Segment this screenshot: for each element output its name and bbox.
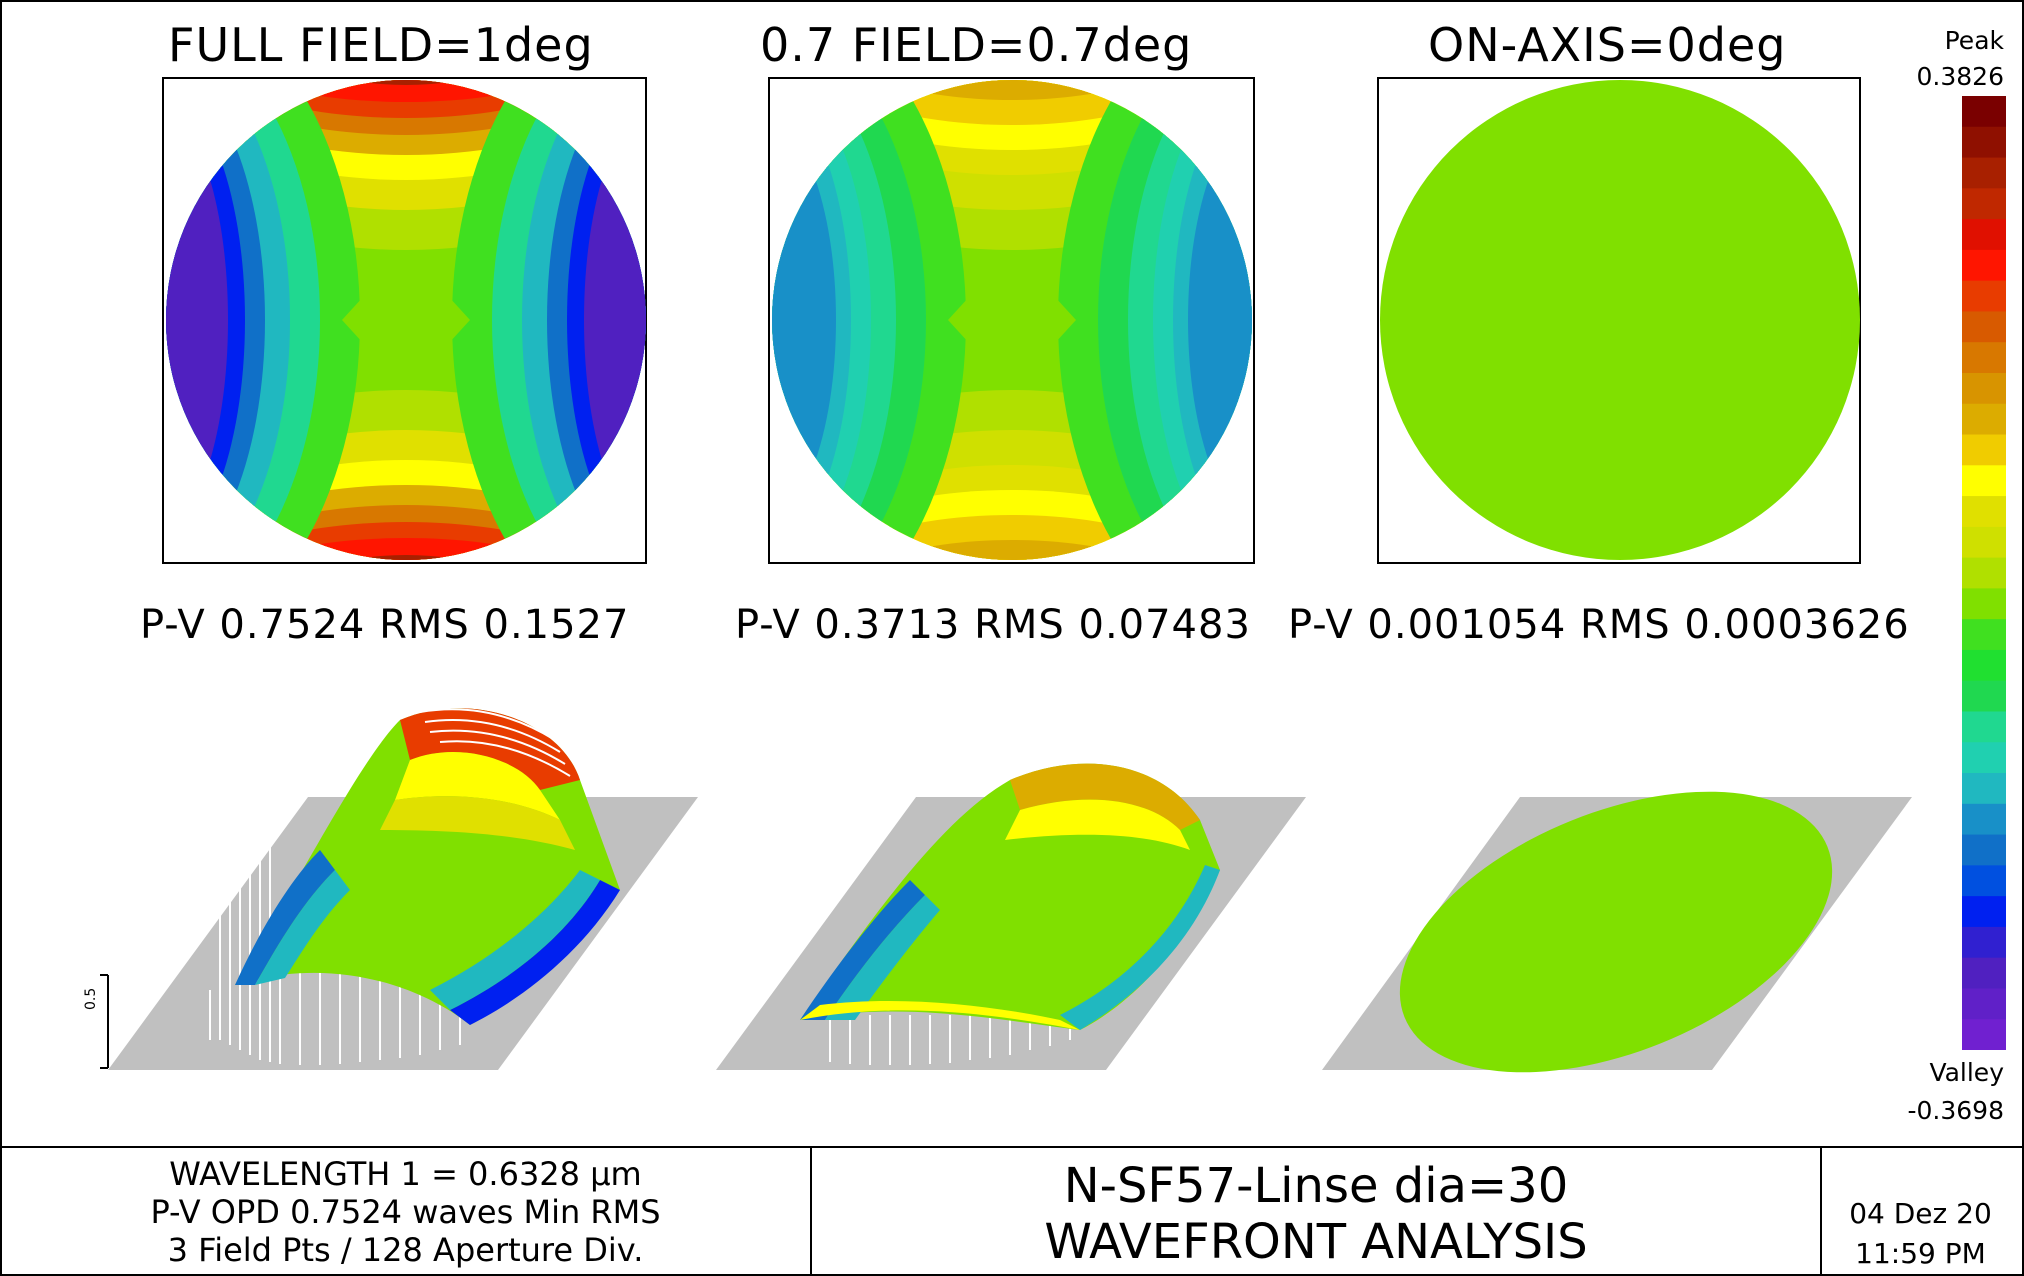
colorbar-peak-label: Peak — [1944, 26, 2004, 55]
colorbar-band — [1962, 96, 2006, 128]
surface-on-axis — [1399, 791, 1833, 1073]
plot-stats-on-axis: P-V 0.001054 RMS 0.0003626 — [1288, 602, 1910, 648]
scale-bar — [100, 974, 109, 1069]
colorbar-band — [1962, 526, 2006, 559]
colorbar-band — [1962, 311, 2006, 343]
plot-title-07-field: 0.7 FIELD=0.7deg — [760, 18, 1193, 72]
footer-time: 11:59 PM — [1855, 1237, 1986, 1270]
footer-title-line2: WAVEFRONT ANALYSIS — [1044, 1214, 1588, 1270]
colorbar-band — [1962, 988, 2006, 1020]
colorbar-peak-value: 0.3826 — [1916, 62, 2004, 91]
colorbar-band — [1962, 403, 2006, 436]
pupil-map-on-axis — [1377, 77, 1861, 564]
colorbar-band — [1962, 188, 2006, 220]
colorbar-band — [1962, 496, 2006, 528]
footer-pv-opd: P-V OPD 0.7524 waves Min RMS — [150, 1193, 661, 1231]
colorbar-band — [1962, 865, 2006, 897]
colorbar-band — [1962, 372, 2006, 405]
colorbar-band — [1962, 219, 2006, 251]
colorbar-band — [1962, 680, 2006, 713]
colorbar-band — [1962, 773, 2006, 805]
colorbar-valley-label: Valley — [1929, 1058, 2004, 1087]
colorbar-band — [1962, 926, 2006, 959]
colorbar-band — [1962, 249, 2006, 282]
colorbar-band — [1962, 342, 2006, 374]
footer-wavelength: WAVELENGTH 1 = 0.6328 μm — [169, 1155, 642, 1193]
surface-07-field — [800, 763, 1220, 1065]
footer-field-pts: 3 Field Pts / 128 Aperture Div. — [167, 1231, 644, 1269]
plot-stats-full-field: P-V 0.7524 RMS 0.1527 — [140, 602, 630, 648]
colorbar-band — [1962, 126, 2006, 159]
plot-title-on-axis: ON-AXIS=0deg — [1428, 18, 1787, 72]
colorbar-band — [1962, 1019, 2006, 1050]
colorbar-band — [1962, 711, 2006, 743]
colorbar — [1962, 96, 2006, 1050]
colorbar-band — [1962, 588, 2006, 620]
colorbar-band — [1962, 957, 2006, 990]
colorbar-band — [1962, 649, 2006, 682]
colorbar-band — [1962, 465, 2006, 497]
colorbar-band — [1962, 434, 2006, 466]
colorbar-band — [1962, 834, 2006, 866]
plot-title-full-field: FULL FIELD=1deg — [168, 18, 594, 72]
colorbar-band — [1962, 896, 2006, 928]
footer-date: 04 Dez 20 — [1849, 1197, 1992, 1230]
colorbar-band — [1962, 803, 2006, 836]
footer-title-line1: N-SF57-Linse dia=30 — [1063, 1158, 1569, 1214]
colorbar-band — [1962, 742, 2006, 774]
colorbar-band — [1962, 557, 2006, 589]
surface-full-field — [209, 708, 620, 1065]
colorbar-band — [1962, 280, 2006, 313]
colorbar-band — [1962, 619, 2006, 651]
colorbar-valley-value: -0.3698 — [1907, 1096, 2005, 1125]
plot-stats-07-field: P-V 0.3713 RMS 0.07483 — [735, 602, 1251, 648]
colorbar-band — [1962, 157, 2006, 189]
